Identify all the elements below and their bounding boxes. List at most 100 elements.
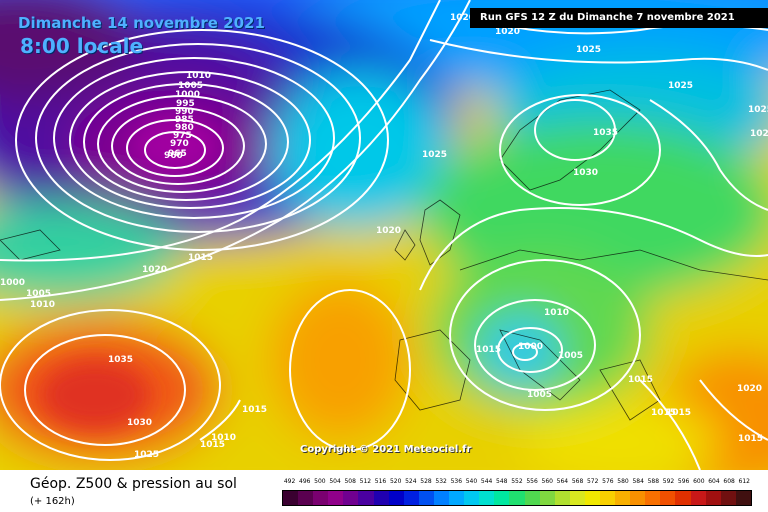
legend-swatch [705,491,721,505]
isobar-label: 1020 [142,265,167,275]
legend-tick-label: 532 [435,478,447,485]
isobar-label: 1000 [518,342,543,352]
legend-tick-label: 496 [299,478,311,485]
isobar-label: 1015 [188,253,213,263]
footer: Géop. Z500 & pression au sol (+ 162h) 49… [0,470,768,512]
legend-tick-label: 544 [480,478,493,485]
coastlines [0,89,768,421]
isobar-label: 1010 [544,308,569,318]
legend-swatch [313,491,329,505]
isobar-label: 1005 [558,351,583,361]
legend-swatch [630,491,646,505]
isobar-label: 1020 [495,27,520,37]
isobar-label: 1010 [30,300,55,310]
legend-tick-label: 600 [693,478,705,485]
isobar-label: 970 [170,139,189,149]
legend-swatch [584,491,600,505]
legend-tick-label: 516 [374,478,387,485]
legend-swatch [660,491,676,505]
legend-swatch [433,491,450,505]
map-caption: Géop. Z500 & pression au sol [30,476,237,492]
legend-tick-label: 540 [465,478,478,485]
forecast-time: 8:00 locale [20,34,144,58]
legend-tick-label: 548 [496,478,508,485]
legend-tick-labels: 492 496 500 504 508 512 516 520 524 528 532 536 540 5… [282,478,752,488]
legend-tick-label: 572 [586,478,599,485]
legend-swatch [675,491,691,505]
isobar-labels: 1020 1020 1025 1025 1025 1035 1030 1025 … [0,13,768,460]
legend-swatch [358,491,374,505]
legend-swatch [479,491,495,505]
isobar-label: 1005 [527,390,552,400]
legend-swatch [343,491,359,505]
legend-tick-label: 564 [556,478,569,485]
legend-swatch [418,491,434,505]
legend-tick-label: 584 [632,478,644,485]
legend-tick-label: 512 [359,478,372,485]
legend-tick-label: 568 [571,478,584,485]
isobar-label: 1025 [668,81,693,91]
legend-swatch [449,491,465,505]
legend-swatch [599,491,616,505]
isobar-label: 1020 [376,226,401,236]
legend-tick-label: 604 [708,478,720,485]
isobar-label: 985 [175,115,194,125]
deep-low-core [40,115,220,430]
isobar-label: 1010 [186,71,211,81]
legend-tick-label: 552 [511,478,523,485]
forecast-date: Dimanche 14 novembre 2021 [18,14,265,32]
isobar-label: 1000 [175,90,200,100]
legend-tick-label: 560 [541,478,553,485]
isobar-label: 1025 [750,129,768,139]
isobar-label: 1005 [178,81,203,91]
isobar-label: 1035 [593,128,618,138]
legend-swatch [388,491,404,505]
isobar-label: 1015 [476,345,501,355]
isobar-label: 1025 [134,450,159,460]
legend-tick-label: 500 [314,478,326,485]
legend-color-bar [282,490,752,506]
legend-swatch [524,491,540,505]
legend-tick-label: 556 [526,478,538,485]
isobar-label: 975 [173,131,192,141]
legend-swatch [283,491,299,505]
legend-swatch [328,491,344,505]
isobar-label: 1015 [738,434,763,444]
legend-swatch [554,491,570,505]
isobar-label: 990 [175,107,194,117]
isobar-label: 1015 [666,408,691,418]
isobar-label: 1035 [108,355,133,365]
legend-swatch [403,491,419,505]
isobar-label: 1020 [450,13,475,23]
legend-swatch [494,491,510,505]
isobar-label: 960 [164,151,183,161]
legend-swatch [569,491,585,505]
isobar-label: 1010 [211,433,236,443]
legend-swatch [645,491,661,505]
legend-swatch [539,491,555,505]
isobar-label: 1005 [26,289,51,299]
isobar-label: 1025 [576,45,601,55]
isobar-label: 1020 [737,384,762,394]
isobar-label: 1030 [573,168,598,178]
legend-tick-label: 596 [677,478,690,485]
legend-swatch [690,491,706,505]
legend-swatch [720,491,736,505]
legend-tick-label: 528 [420,478,432,485]
legend-swatch [373,491,389,505]
legend-tick-label: 524 [405,478,417,485]
isobar-label: 1015 [242,405,267,415]
isobars [0,0,768,470]
legend-swatch [735,491,751,505]
color-legend: 492 496 500 504 508 512 516 520 524 528 532 536 540 5… [282,478,752,508]
forecast-lead-time: (+ 162h) [30,496,75,507]
legend-swatch [464,491,480,505]
legend-tick-label: 608 [723,478,735,485]
isobar-label: 1015 [628,375,653,385]
legend-tick-label: 580 [617,478,629,485]
isobar-label: 980 [175,123,194,133]
isobar-label: 1000 [0,278,25,288]
legend-swatch [615,491,631,505]
legend-tick-label: 508 [344,478,356,485]
legend-tick-label: 612 [738,478,750,485]
